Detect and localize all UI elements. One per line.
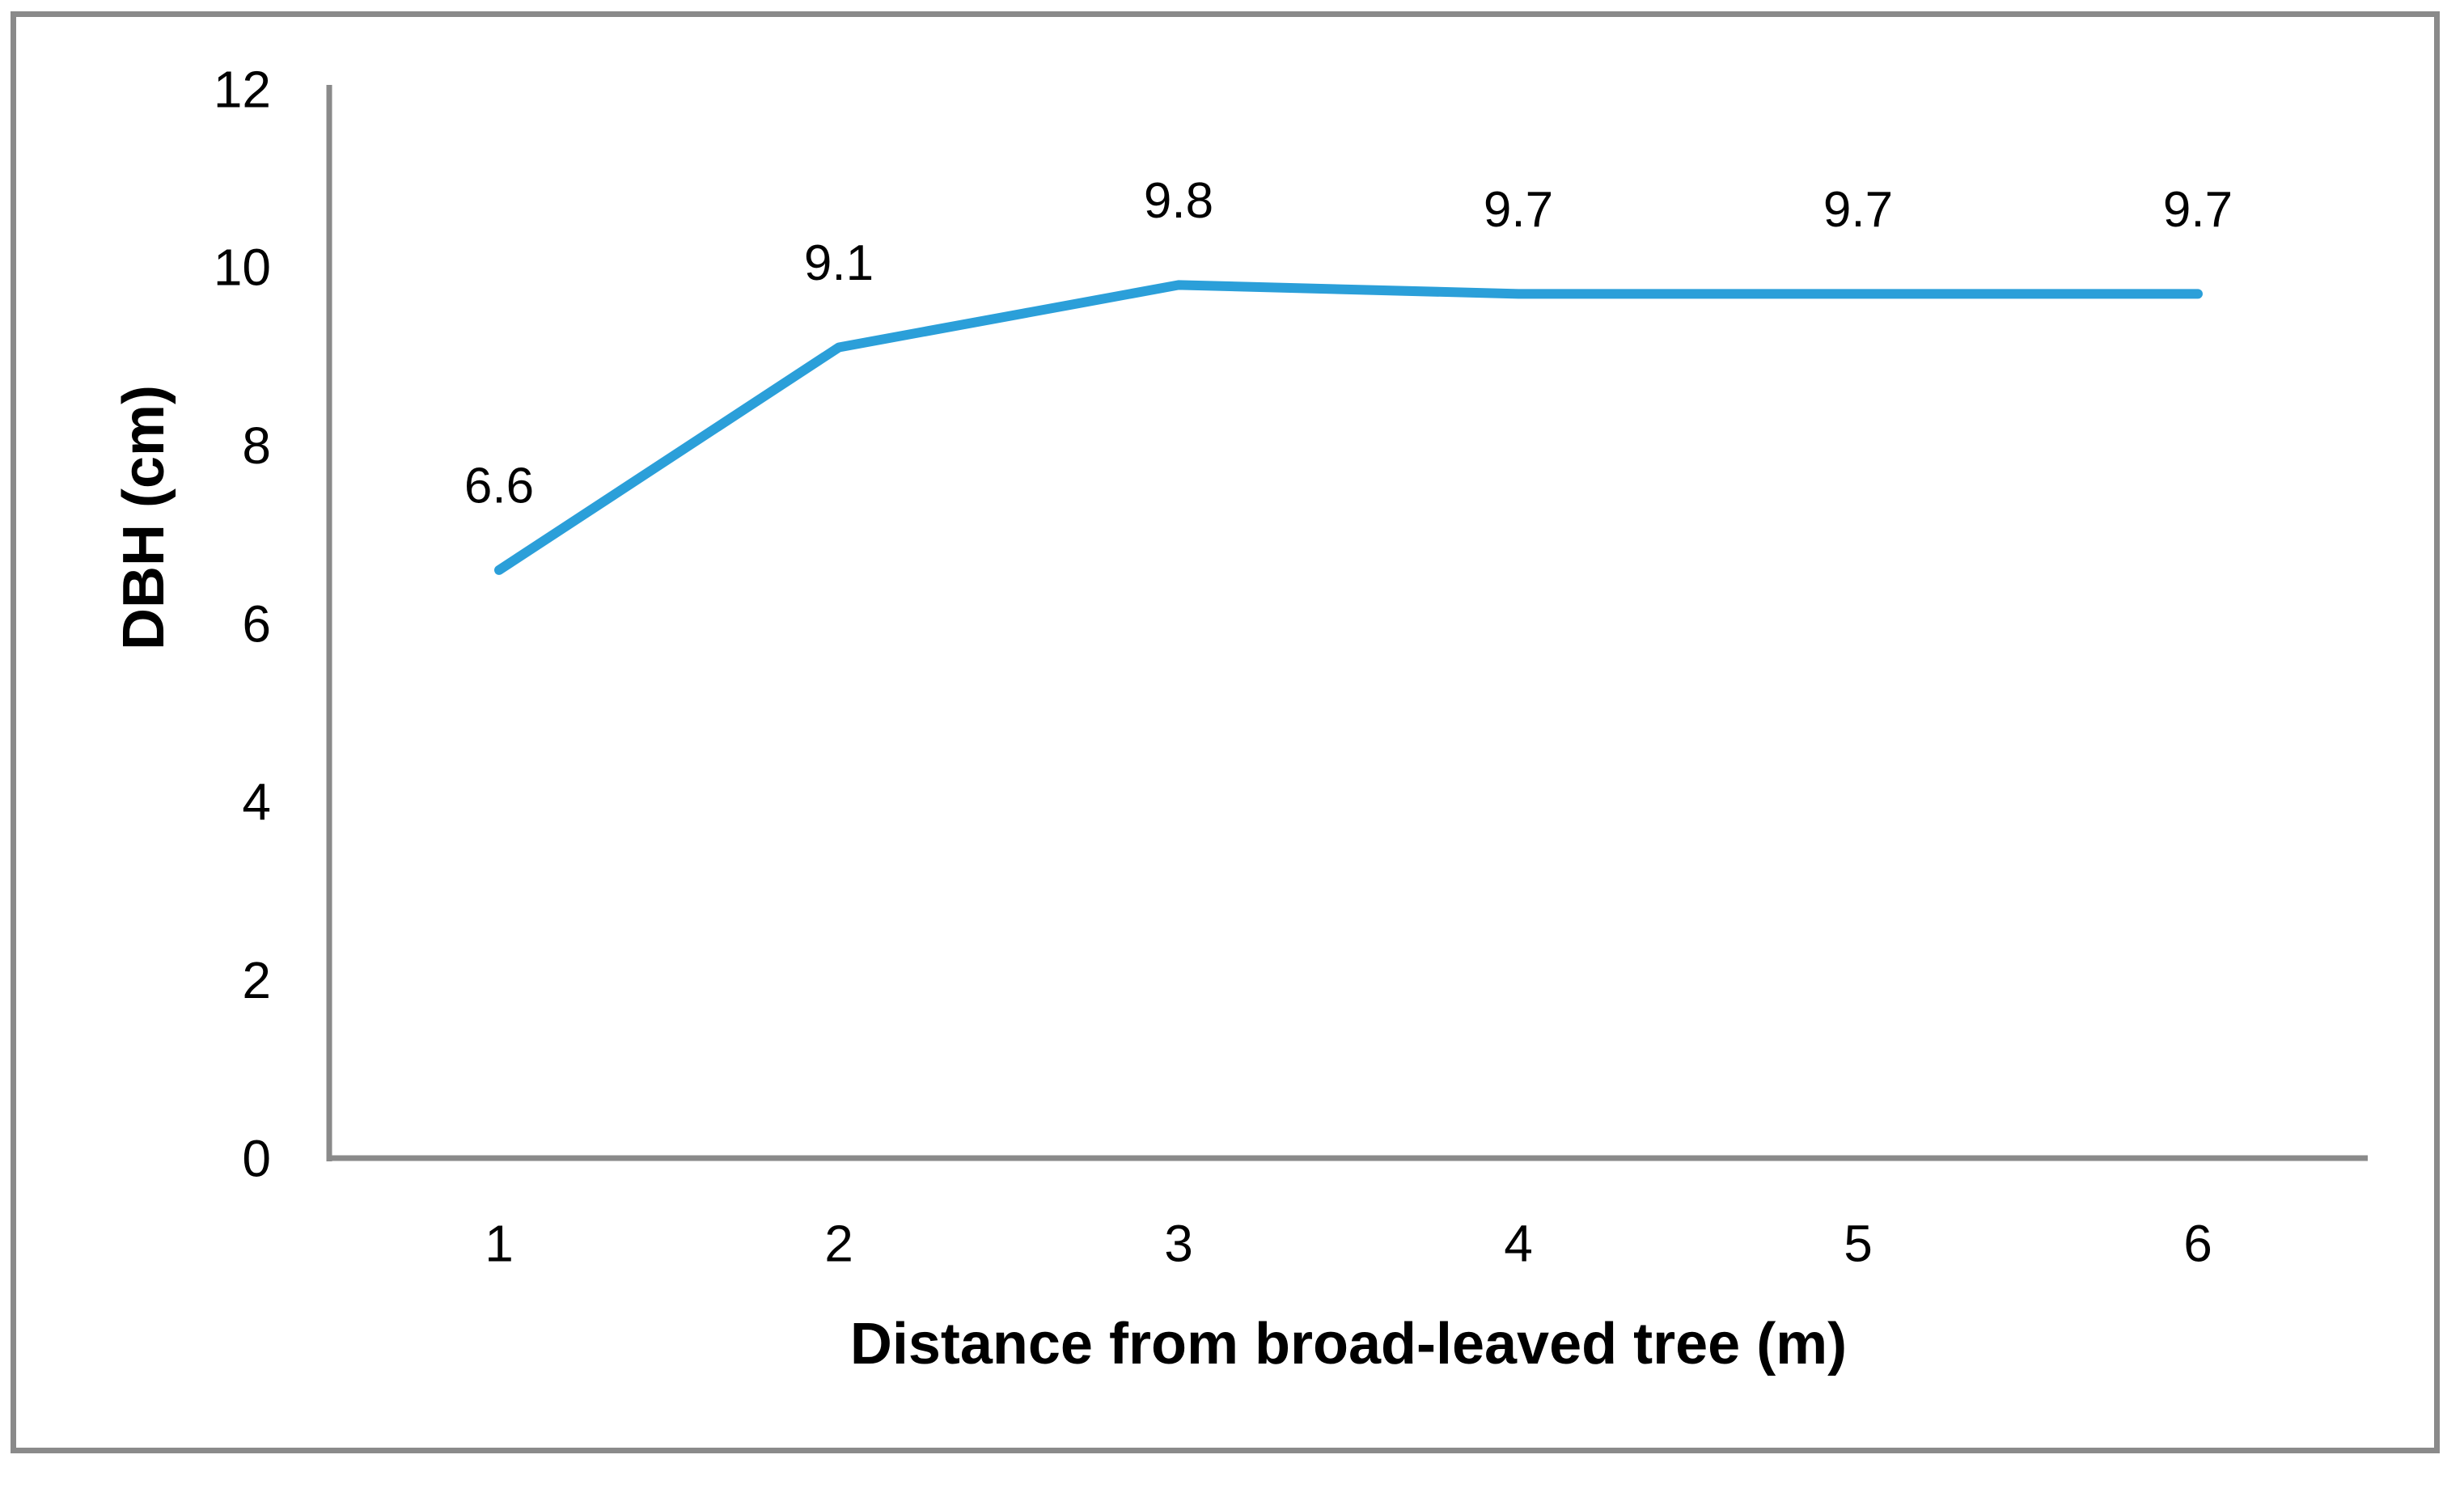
data-label: 9.7 [1484,182,1553,238]
y-axis-title: DBH (cm) [112,385,176,651]
data-label: 6.6 [464,459,534,514]
x-tick-label: 1 [485,1214,514,1272]
y-tick-label: 2 [242,951,271,1009]
y-tick-label: 12 [214,60,271,118]
x-tick-label: 3 [1164,1214,1193,1272]
chart-outer-border [11,11,2440,1453]
y-tick-label: 0 [242,1129,271,1187]
x-tick-label: 6 [2183,1214,2212,1272]
x-axis-title: Distance from broad-leaved tree (m) [849,1312,1848,1376]
data-label: 9.7 [1823,182,1893,238]
y-tick-label: 4 [242,773,271,831]
y-tick-label: 10 [214,239,271,297]
y-tick-label: 6 [242,594,271,653]
data-label: 9.1 [804,235,874,291]
x-tick-label: 4 [1504,1214,1533,1272]
data-label: 9.7 [2163,182,2233,238]
line-series [494,280,2203,575]
y-tick-label: 8 [242,417,271,475]
data-label: 9.8 [1144,173,1213,229]
x-tick-label: 5 [1844,1214,1873,1272]
x-tick-label: 2 [824,1214,853,1272]
